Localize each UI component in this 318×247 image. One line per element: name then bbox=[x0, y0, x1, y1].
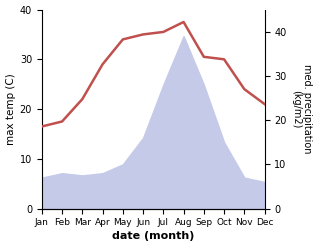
Y-axis label: med. precipitation
(kg/m2): med. precipitation (kg/m2) bbox=[291, 64, 313, 154]
X-axis label: date (month): date (month) bbox=[112, 231, 194, 242]
Y-axis label: max temp (C): max temp (C) bbox=[5, 73, 16, 145]
